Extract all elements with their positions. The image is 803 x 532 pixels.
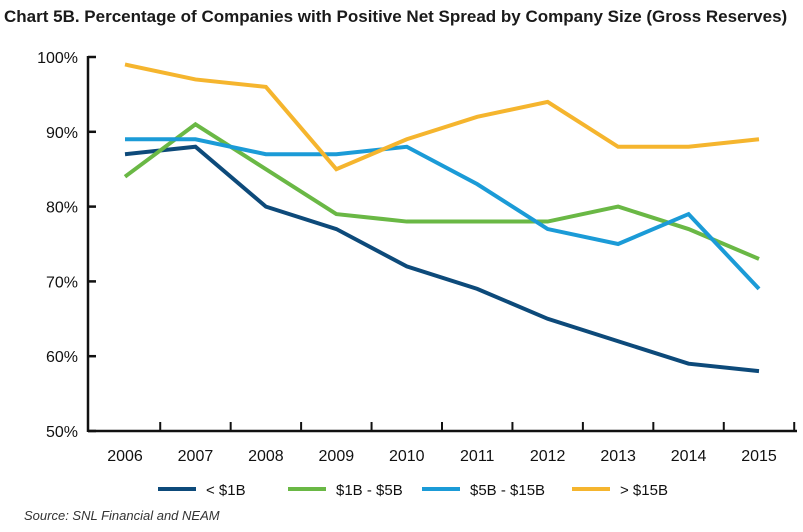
series-line <box>124 62 760 172</box>
y-tick-label: 70% <box>46 274 78 291</box>
legend-label: < $1B <box>206 482 246 499</box>
x-tick-label: 2006 <box>107 448 143 465</box>
x-tick-label: 2014 <box>671 448 707 465</box>
legend-label: $5B - $15B <box>470 482 545 499</box>
y-tick-label: 100% <box>37 50 78 67</box>
series-line <box>124 144 760 374</box>
x-tick-label: 2008 <box>248 448 284 465</box>
x-tick-label: 2015 <box>741 448 777 465</box>
x-tick-label: 2010 <box>389 448 425 465</box>
x-tick-label: 2011 <box>460 448 495 465</box>
x-tick-label: 2013 <box>600 448 636 465</box>
y-tick-label: 90% <box>46 125 78 142</box>
x-tick-label: 2009 <box>319 448 355 465</box>
x-tick-label: 2007 <box>178 448 214 465</box>
series-line <box>125 137 761 291</box>
x-tick-label: 2012 <box>530 448 566 465</box>
chart-title: Chart 5B. Percentage of Companies with P… <box>4 7 788 26</box>
chart-source: Source: SNL Financial and NEAM <box>24 508 220 523</box>
y-tick-label: 60% <box>46 349 78 366</box>
y-tick-label: 80% <box>46 200 78 217</box>
legend-label: $1B - $5B <box>336 482 403 499</box>
legend-label: > $15B <box>620 482 668 499</box>
y-tick-label: 50% <box>46 424 78 441</box>
